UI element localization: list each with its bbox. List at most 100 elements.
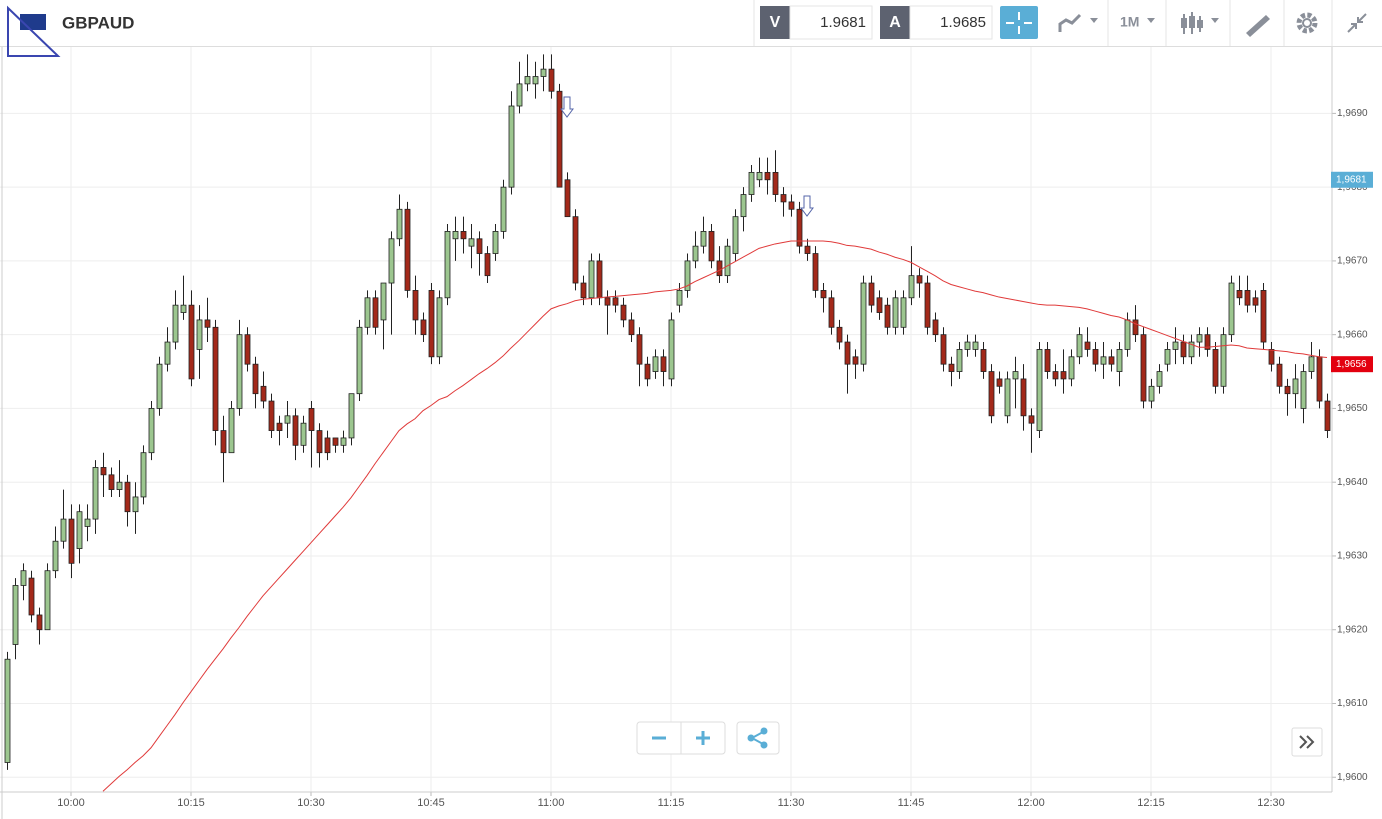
dropdown-caret (1211, 18, 1219, 23)
candle-body (588, 260, 595, 299)
header: GBPAUD V 1.9681 A 1.9685 1M (0, 0, 1382, 57)
candle-body (1284, 385, 1291, 395)
candle-body (644, 363, 651, 380)
candle-body (756, 171, 763, 181)
candle-body (540, 68, 547, 77)
candle-body (1172, 341, 1179, 350)
candle-body (132, 496, 139, 513)
crosshair-button[interactable] (1000, 6, 1038, 39)
zoom-in-button[interactable] (696, 731, 710, 745)
candle-body (1140, 334, 1147, 402)
y-tick-label: 1,9660 (1337, 329, 1368, 340)
bid-box[interactable] (789, 5, 873, 40)
x-tick-label: 11:30 (778, 797, 805, 809)
x-tick-label: 12:15 (1137, 797, 1165, 809)
ask-label: A (889, 14, 901, 31)
candle-body (220, 430, 227, 454)
candle-body (284, 415, 291, 424)
candle-body (276, 422, 283, 431)
plot-area (0, 47, 1336, 796)
candle-body (852, 356, 859, 365)
candle-body (260, 385, 267, 402)
candle-body (412, 290, 419, 321)
candle-body (1196, 334, 1203, 343)
candle-body (268, 400, 275, 431)
candle-body (876, 297, 883, 313)
share-icon-node (760, 727, 768, 735)
share-icon-node (747, 734, 755, 742)
candle-body (996, 378, 1003, 387)
chart-type-icon[interactable] (1058, 13, 1082, 32)
candle-body (924, 282, 931, 328)
candle-body (332, 437, 339, 446)
candle-body (836, 326, 843, 343)
candle-body (1132, 319, 1139, 336)
bid-label: V (770, 14, 781, 31)
candle-body (500, 186, 507, 232)
candle-body (596, 260, 603, 299)
candle-body (868, 282, 875, 306)
x-tick-label: 12:30 (1257, 797, 1285, 809)
candle-body (212, 326, 219, 431)
timeframe[interactable]: 1M (1120, 14, 1139, 30)
candle-body (1300, 371, 1307, 409)
candle-body (860, 282, 867, 365)
candle-body (1108, 356, 1115, 365)
candle-icon-body (1197, 20, 1203, 28)
y-tick-label: 1,9630 (1337, 551, 1368, 562)
candle-body (1092, 349, 1099, 365)
candle-body (140, 452, 147, 498)
candle-body (740, 194, 747, 218)
candle-body (1260, 290, 1267, 343)
candle-body (20, 570, 27, 586)
candle-body (84, 518, 91, 527)
candle-body (628, 319, 635, 336)
share-button[interactable] (736, 721, 780, 755)
candle-body (300, 422, 307, 446)
candle-body (916, 275, 923, 284)
x-tick-label: 11:00 (538, 797, 565, 809)
y-tick-label: 1,9690 (1337, 108, 1368, 119)
candle-body (1276, 363, 1283, 387)
candle-body (964, 341, 971, 350)
candle-body (92, 467, 99, 520)
collapse-icon[interactable] (1347, 13, 1367, 33)
x-tick-label: 12:00 (1017, 797, 1045, 809)
draw-icon[interactable] (1246, 15, 1270, 37)
price-marker-label: 1,9656 (1336, 359, 1367, 370)
candle-body (1060, 371, 1067, 380)
candle-body (636, 334, 643, 365)
candle-body (324, 437, 331, 454)
settings-icon-center (1302, 18, 1312, 28)
ask-box[interactable] (909, 5, 993, 40)
candle-body (1324, 400, 1331, 431)
candle-icon-body (1181, 18, 1187, 28)
candle-body (820, 290, 827, 299)
y-tick-label: 1,9640 (1337, 477, 1368, 488)
candle-body (1084, 341, 1091, 350)
header-bar (0, 0, 1382, 46)
candle-body (532, 76, 539, 85)
candle-body (1076, 334, 1083, 358)
candle-body (604, 297, 611, 306)
candle-body (948, 363, 955, 372)
candle-body (388, 238, 395, 284)
symbol: GBPAUD (62, 13, 134, 32)
moving-average-line (102, 240, 1328, 792)
settings-icon[interactable] (1296, 12, 1318, 34)
candle-body (972, 341, 979, 350)
candle-body (108, 474, 115, 490)
candle-body (716, 260, 723, 277)
candle-body (36, 614, 43, 631)
candle-body (620, 304, 627, 321)
candle-body (196, 319, 203, 350)
candle-body (1100, 356, 1107, 365)
candle-body (244, 334, 251, 365)
candle-body (52, 540, 59, 572)
candle-body (12, 585, 19, 645)
candle-body (404, 208, 411, 291)
candle-body (1068, 356, 1075, 380)
y-tick-label: 1,9600 (1337, 772, 1368, 783)
candle-body (1292, 378, 1299, 395)
